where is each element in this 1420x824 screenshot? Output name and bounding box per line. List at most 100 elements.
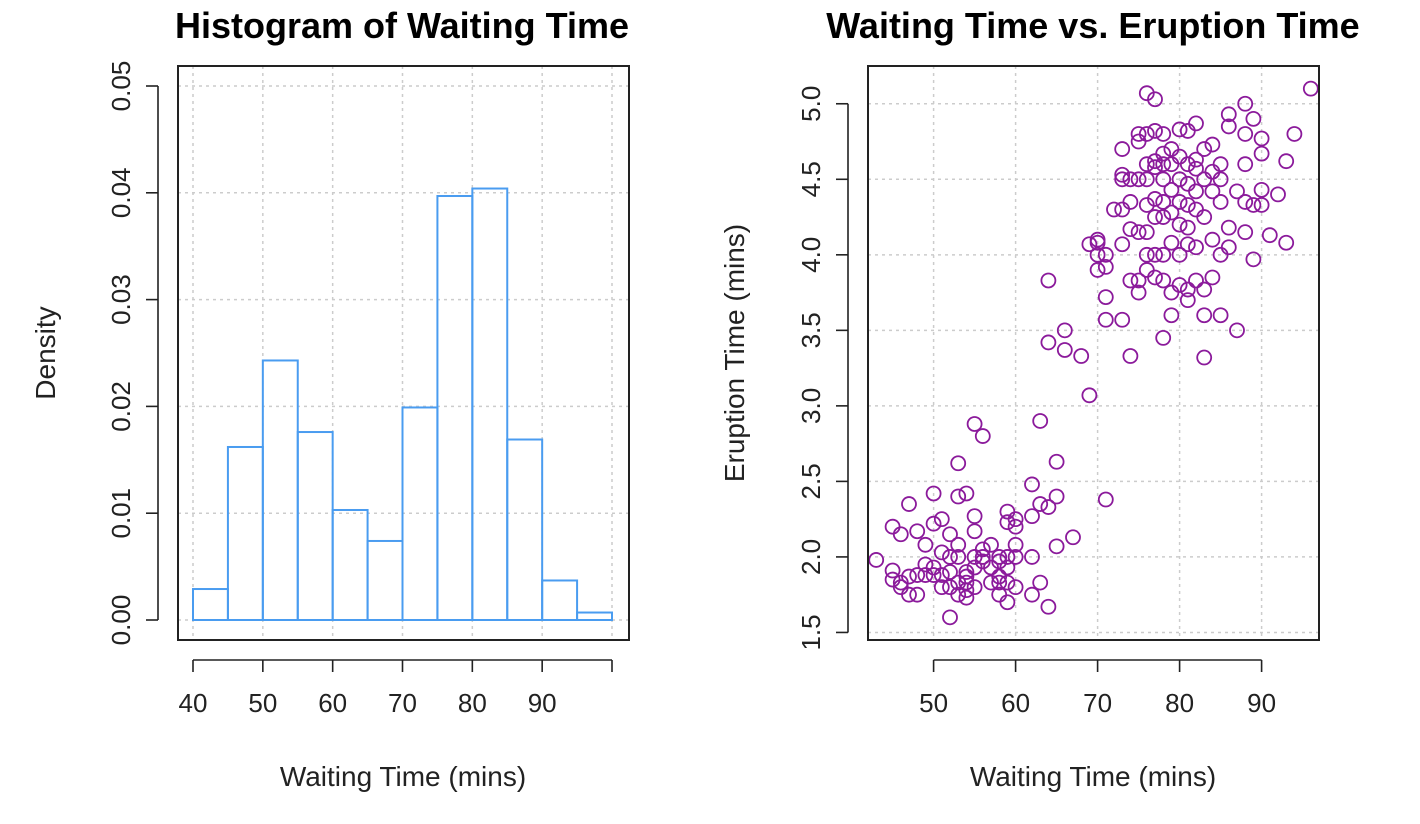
- scatter-point: [1237, 156, 1254, 173]
- scatter-point: [1147, 159, 1163, 176]
- scatter-point: [1188, 160, 1204, 177]
- scatter-point: [1220, 239, 1237, 256]
- scatter-point: [999, 503, 1016, 520]
- histogram-title: Histogram of Waiting Time: [175, 5, 629, 46]
- scatter-point: [1163, 156, 1180, 173]
- scatter-point: [1245, 197, 1262, 213]
- scatter-point: [1163, 307, 1180, 324]
- scatter-point: [1032, 413, 1049, 429]
- scatter-point: [1048, 488, 1065, 505]
- scatter-point: [1196, 141, 1213, 157]
- scatter-point: [1179, 236, 1196, 253]
- scatter-point: [974, 541, 991, 558]
- scatter-point: [1171, 194, 1188, 210]
- scatter-point: [1155, 194, 1172, 210]
- scatter-point: [942, 564, 958, 580]
- scatter-point: [1179, 123, 1196, 139]
- scatter-point: [1155, 209, 1172, 225]
- scatter-point: [1130, 272, 1147, 289]
- scatter-point: [1270, 186, 1286, 203]
- histogram-bar: [366, 539, 404, 622]
- scatter-point: [1040, 334, 1057, 351]
- scatter-point: [1204, 231, 1221, 248]
- scatter-point: [1081, 236, 1098, 253]
- scatter-y-axis: 1.5 2.0 2.5 3.0 3.5 4.0 4.5 5.0: [796, 86, 849, 651]
- scatter-point: [1114, 141, 1131, 157]
- scatter-point: [1188, 272, 1204, 289]
- scatter-point: [1106, 201, 1122, 218]
- scatter-x-axis: 50 60 70 80 90: [919, 659, 1276, 718]
- scatter-point: [1040, 272, 1057, 289]
- scatter-point: [901, 568, 917, 585]
- scatter-point: [1237, 126, 1254, 142]
- histogram-x-axis-label: Waiting Time (mins): [280, 761, 526, 792]
- scatter-point: [966, 416, 983, 432]
- scatter-point: [1237, 194, 1254, 210]
- histogram-plot-frame: [177, 65, 630, 641]
- scatter-point: [925, 485, 942, 502]
- scatter-point: [1245, 110, 1262, 127]
- histogram-bar: [296, 431, 334, 622]
- scatter-point: [1114, 166, 1131, 183]
- scatter-panel: Waiting Time vs. Eruption Time 50 60 70 80 9…: [719, 5, 1360, 792]
- scatter-point: [1196, 281, 1213, 298]
- scatter-point: [1179, 292, 1196, 309]
- scatter-point: [1188, 183, 1204, 200]
- histogram-x-tick-label: 60: [318, 688, 347, 718]
- histogram-y-tick-label: 0.00: [106, 595, 136, 646]
- scatter-point: [1114, 236, 1131, 253]
- scatter-point: [1007, 536, 1024, 553]
- scatter-point: [1097, 258, 1114, 275]
- scatter-point: [1147, 269, 1163, 286]
- scatter-point: [974, 549, 991, 565]
- scatter-point: [1163, 141, 1180, 157]
- scatter-point: [1073, 348, 1090, 364]
- scatter-point: [1122, 171, 1139, 188]
- scatter-x-tick-label: 60: [1001, 688, 1030, 718]
- histogram-y-tick-label: 0.01: [106, 488, 136, 539]
- scatter-point: [974, 428, 991, 444]
- scatter-y-axis-label: Eruption Time (mins): [719, 224, 750, 482]
- scatter-point: [1302, 80, 1319, 97]
- scatter-point: [1147, 91, 1163, 108]
- scatter-point: [1204, 136, 1221, 153]
- scatter-point: [1179, 219, 1196, 236]
- scatter-point: [1122, 221, 1139, 238]
- scatter-point: [868, 552, 885, 568]
- scatter-point: [901, 496, 917, 512]
- scatter-point: [1253, 145, 1270, 162]
- scatter-point: [1220, 118, 1237, 135]
- scatter-point: [1188, 239, 1204, 256]
- scatter-point: [1163, 284, 1180, 301]
- scatter-y-tick-label: 3.0: [796, 388, 826, 424]
- scatter-point: [999, 574, 1016, 591]
- scatter-point: [1056, 342, 1073, 358]
- scatter-point: [1130, 284, 1147, 301]
- scatter-point: [991, 549, 1008, 565]
- histogram-bar: [331, 508, 369, 621]
- scatter-point: [1196, 349, 1213, 366]
- scatter-y-tick-label: 5.0: [796, 86, 826, 122]
- scatter-point: [1007, 579, 1024, 596]
- scatter-point: [966, 508, 983, 525]
- scatter-point: [925, 567, 942, 583]
- scatter-point: [942, 526, 958, 543]
- histogram-x-tick-label: 80: [458, 688, 487, 718]
- scatter-point: [1081, 387, 1098, 404]
- scatter-point: [942, 609, 958, 626]
- scatter-point: [1138, 224, 1155, 241]
- scatter-point: [1048, 538, 1065, 555]
- scatter-point: [1155, 145, 1172, 162]
- scatter-point: [950, 549, 967, 565]
- scatter-point: [1171, 246, 1188, 263]
- scatter-point: [933, 579, 950, 596]
- scatter-point: [1155, 126, 1172, 142]
- scatter-point: [1122, 348, 1139, 364]
- histogram-panel: Histogram of Waiting Time 40 50 60 70 80 90 0…: [30, 5, 630, 792]
- scatter-point: [1147, 209, 1163, 225]
- scatter-point: [901, 586, 917, 603]
- scatter-point: [1229, 322, 1245, 339]
- scatter-title: Waiting Time vs. Eruption Time: [826, 5, 1359, 46]
- scatter-point: [1097, 491, 1114, 508]
- scatter-point: [1122, 272, 1139, 289]
